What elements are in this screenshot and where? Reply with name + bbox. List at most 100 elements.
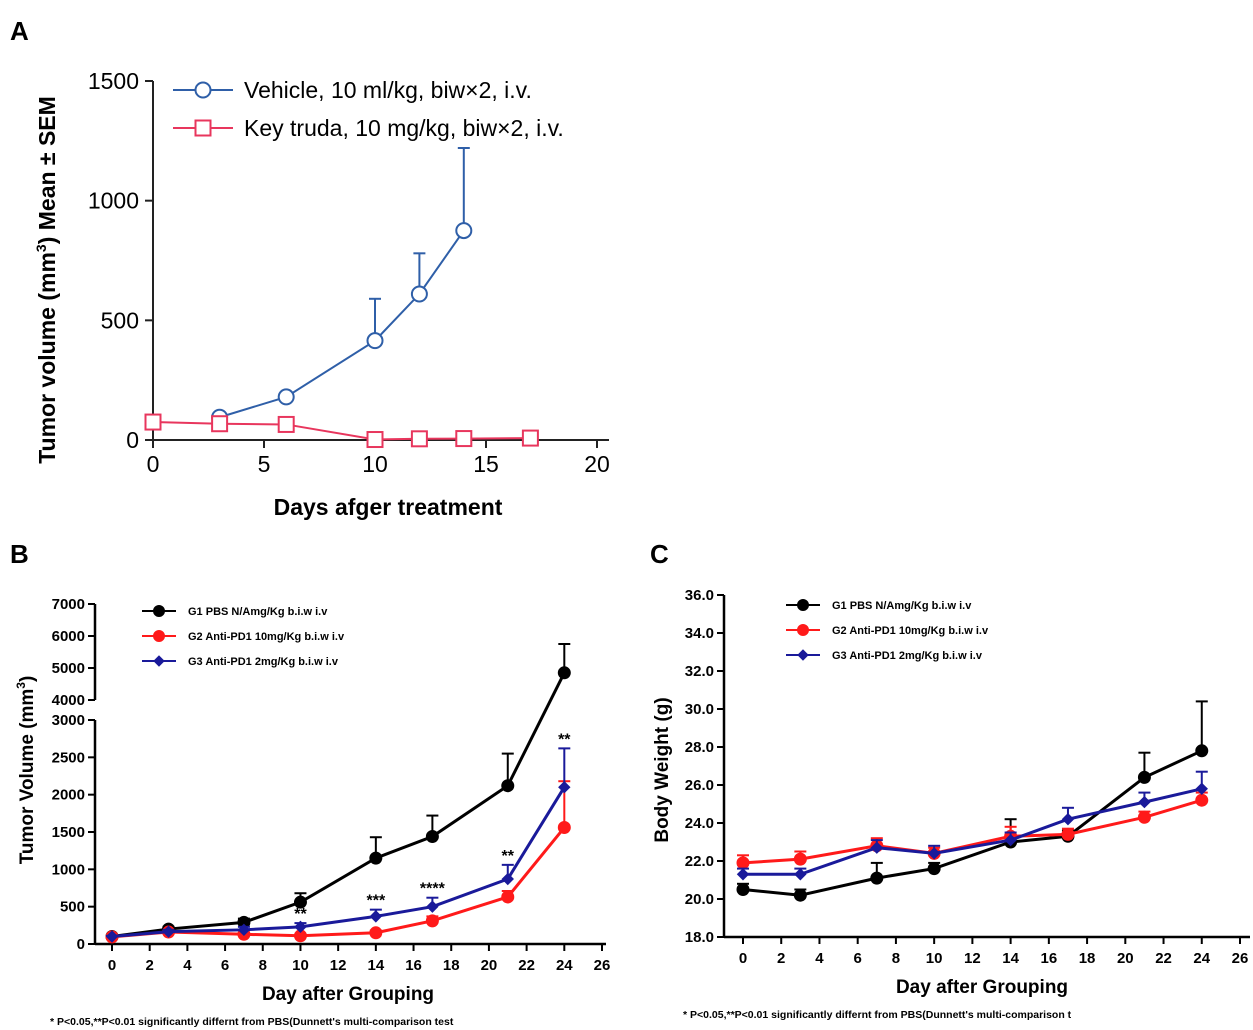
data-point xyxy=(293,895,307,909)
data-point xyxy=(557,666,571,680)
x-tick-label: 4 xyxy=(183,957,192,974)
legend-label: G1 PBS N/Amg/Kg b.i.w i.v xyxy=(188,606,328,618)
significance-label: ** xyxy=(558,731,571,748)
legend-label: G3 Anti-PD1 2mg/Kg b.i.w i.v xyxy=(832,650,983,662)
data-point xyxy=(369,851,383,865)
footnote: * P<0.05,**P<0.01 significantly differnt… xyxy=(683,1009,1072,1021)
data-point xyxy=(366,332,384,350)
data-point xyxy=(455,222,473,240)
x-tick-label: 4 xyxy=(815,950,824,967)
data-point xyxy=(366,431,384,449)
data-point xyxy=(793,852,807,866)
data-point xyxy=(1061,812,1075,826)
y-tick-label: 30.0 xyxy=(685,701,714,718)
legend-marker xyxy=(153,655,165,667)
data-point xyxy=(927,862,941,876)
y-axis-title-part: ) Mean ± SEM xyxy=(34,96,60,244)
x-tick-label: 6 xyxy=(854,950,862,967)
y-tick-label: 0 xyxy=(77,936,85,953)
data-point xyxy=(455,430,473,448)
data-point xyxy=(237,923,251,937)
data-point xyxy=(521,429,539,447)
y-tick-label: 22.0 xyxy=(685,853,714,870)
x-tick-label: 8 xyxy=(892,950,900,967)
y-axis-title-superscript: 3 xyxy=(14,682,28,689)
legend-label: Key truda, 10 mg/kg, biw×2, i.v. xyxy=(244,115,564,141)
data-point xyxy=(277,388,295,406)
x-tick-label: 20 xyxy=(1117,950,1134,967)
data-point xyxy=(1138,795,1151,809)
data-point xyxy=(369,910,383,923)
y-tick-label: 5000 xyxy=(52,660,85,677)
x-tick-label: 5 xyxy=(258,451,271,477)
data-point xyxy=(369,926,383,940)
y-axis-title: Tumor volume (mm3) Mean ± SEM xyxy=(33,96,60,464)
x-tick-label: 16 xyxy=(1041,950,1058,967)
data-point xyxy=(294,920,307,934)
y-tick-label: 36.0 xyxy=(685,587,714,604)
significance-label: *** xyxy=(367,893,386,910)
x-tick-label: 20 xyxy=(481,957,498,974)
data-point xyxy=(1061,827,1075,841)
legend-marker xyxy=(153,605,165,617)
legend-label: G2 Anti-PD1 10mg/Kg b.i.w i.v xyxy=(832,625,989,637)
data-point xyxy=(793,888,807,902)
legend-marker xyxy=(194,119,212,137)
x-tick-label: 10 xyxy=(292,957,309,974)
x-tick-label: 24 xyxy=(1193,950,1210,967)
y-tick-label: 28.0 xyxy=(685,739,714,756)
legend-label: G3 Anti-PD1 2mg/Kg b.i.w i.v xyxy=(188,656,339,668)
series-line xyxy=(111,672,566,939)
significance-label: ** xyxy=(294,906,307,923)
y-axis-title-part: Tumor Volume (mm xyxy=(17,689,38,865)
data-point xyxy=(277,415,295,433)
data-point xyxy=(870,871,884,885)
data-point xyxy=(1195,744,1209,758)
y-tick-label: 0 xyxy=(126,427,139,453)
data-point xyxy=(1195,782,1208,796)
y-tick-label: 1500 xyxy=(52,824,85,841)
footnote: * P<0.05,**P<0.01 significantly differnt… xyxy=(50,1016,454,1028)
y-tick-label: 500 xyxy=(60,899,85,916)
x-tick-label: 18 xyxy=(1079,950,1096,967)
legend-marker xyxy=(153,630,165,642)
x-tick-label: 6 xyxy=(221,957,229,974)
series-line xyxy=(152,421,531,441)
panel-a-chart: 0 5 10 15 20 0 500 1000 1500 Days afger treatment… xyxy=(33,68,610,520)
x-tick-label: 10 xyxy=(362,451,388,477)
y-tick-label: 2500 xyxy=(52,749,85,766)
legend-marker xyxy=(797,649,809,661)
y-tick-label: 18.0 xyxy=(685,929,714,946)
data-point xyxy=(410,285,428,303)
data-point xyxy=(144,413,162,431)
y-tick-label: 1500 xyxy=(88,68,139,94)
x-axis-title: Day after Grouping xyxy=(896,977,1068,998)
y-axis-title-superscript: 3 xyxy=(33,244,49,252)
x-tick-label: 0 xyxy=(108,957,116,974)
x-tick-label: 2 xyxy=(146,957,154,974)
data-point xyxy=(927,847,941,860)
panel-label-a: A xyxy=(10,16,29,46)
x-tick-label: 12 xyxy=(330,957,347,974)
data-point xyxy=(426,900,439,913)
x-tick-label: 2 xyxy=(777,950,785,967)
y-tick-label: 1000 xyxy=(88,188,139,214)
data-point xyxy=(501,872,514,886)
series-line xyxy=(742,798,1203,865)
legend-marker xyxy=(194,81,212,99)
x-tick-label: 22 xyxy=(518,957,535,974)
y-tick-label: 2000 xyxy=(52,787,85,804)
x-tick-label: 12 xyxy=(964,950,981,967)
legend-label: G2 Anti-PD1 10mg/Kg b.i.w i.v xyxy=(188,631,345,643)
series-line xyxy=(742,749,1203,897)
data-point xyxy=(162,925,175,938)
data-point xyxy=(736,883,750,896)
x-tick-label: 24 xyxy=(556,957,573,974)
x-tick-label: 16 xyxy=(405,957,422,974)
data-point xyxy=(558,780,571,794)
x-tick-label: 20 xyxy=(584,451,610,477)
data-point xyxy=(1195,793,1209,807)
y-tick-label: 32.0 xyxy=(685,663,714,680)
legend-label: G1 PBS N/Amg/Kg b.i.w i.v xyxy=(832,600,972,612)
